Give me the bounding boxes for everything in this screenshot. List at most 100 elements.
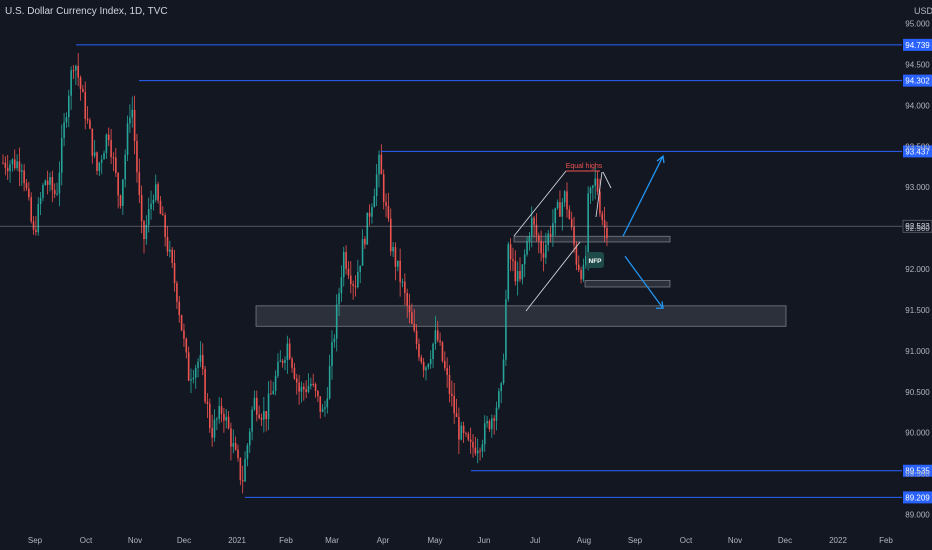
y-tick-label: 91.000 [905, 347, 930, 356]
candle-body [39, 197, 42, 204]
candle-body [185, 338, 188, 353]
candle-body [307, 385, 310, 392]
candle-body [93, 152, 96, 156]
candle-body [420, 357, 423, 363]
candle-body [117, 173, 119, 196]
candle-body [474, 447, 477, 454]
x-tick-label: Mar [325, 536, 339, 545]
candle-body [563, 191, 566, 203]
candle-body [312, 383, 314, 385]
candle-body [465, 433, 467, 435]
y-tick-label: 92.000 [905, 265, 930, 274]
candle-body [585, 256, 587, 265]
candle-body [444, 360, 446, 368]
candle-body [279, 360, 282, 362]
candle-body [340, 277, 343, 294]
candle-body [180, 315, 183, 331]
candle-body [237, 449, 239, 458]
candle-body [427, 364, 430, 368]
axes-layer: 95.000 94.500 94.000 93.500 93.000 92.500 92.0… [28, 20, 930, 546]
candle-body [488, 421, 491, 430]
candle-body [418, 343, 420, 358]
candle-body [476, 450, 479, 454]
candle-body [333, 338, 336, 343]
candle-body [375, 174, 378, 196]
candle-body [366, 212, 369, 245]
candle-body [122, 179, 124, 206]
candle-body [115, 157, 117, 174]
candle-body [154, 184, 157, 200]
candle-body [28, 188, 30, 198]
candle-body [352, 284, 354, 286]
candle-body [265, 411, 267, 419]
candle-body [103, 152, 105, 160]
candle-body [448, 374, 451, 394]
candle-body [354, 285, 357, 288]
candle-body [540, 240, 542, 254]
candle-body [554, 208, 557, 224]
candle-body [60, 138, 63, 173]
candle-body [133, 109, 136, 142]
candle-body [4, 162, 7, 168]
x-tick-label: Aug [577, 536, 591, 545]
candle-body [21, 170, 23, 172]
candle-body [401, 281, 404, 283]
candle-body [251, 409, 253, 432]
y-tick-label: 95.000 [905, 20, 930, 29]
arrow-down-head [656, 301, 664, 309]
candle-body [131, 109, 134, 118]
candle-body [371, 207, 373, 217]
zones-layer [255, 235, 787, 327]
candle-body [42, 185, 44, 198]
candle-body [23, 170, 25, 184]
candle-body [587, 193, 589, 257]
y-tick-label: 91.500 [905, 306, 930, 315]
candle-body [25, 183, 28, 189]
candle-body [274, 375, 277, 391]
candle-body [364, 238, 366, 245]
candle-body [79, 77, 82, 89]
level-label: 89.535 [905, 467, 930, 476]
candle-body [451, 393, 453, 396]
candle-body [187, 352, 190, 381]
candle-body [467, 433, 470, 440]
candle-body [13, 159, 16, 169]
candle-body [462, 425, 465, 434]
candle-body [46, 180, 49, 185]
candle-body [385, 201, 387, 206]
candle-body [542, 253, 545, 258]
candle-body [201, 355, 204, 369]
x-tick-label: 2022 [829, 536, 847, 545]
candle-body [328, 366, 331, 399]
nfp-badge [586, 251, 604, 268]
candle-body [523, 254, 526, 265]
equal-highs-label: Equal highs [566, 163, 603, 170]
level-label: 94.739 [905, 41, 930, 50]
candle-body [63, 122, 65, 139]
candle-body [507, 244, 510, 300]
candle-body [86, 118, 89, 121]
candle-body [9, 164, 11, 172]
candle-body [239, 457, 242, 481]
candle-body [300, 386, 303, 392]
candle-body [176, 283, 178, 302]
candle-body [291, 358, 293, 368]
level-label-bg [903, 491, 932, 504]
candle-body [246, 445, 249, 460]
candle-body [284, 360, 286, 363]
candle-body [124, 154, 126, 180]
x-tick-label: Feb [879, 536, 893, 545]
candle-body [32, 221, 35, 230]
candle-body [545, 244, 547, 258]
candle-body [37, 203, 40, 233]
candle-body [256, 397, 258, 415]
candle-body [425, 367, 427, 371]
candle-body [533, 217, 535, 225]
candle-body [197, 361, 199, 369]
candle-body [288, 343, 291, 359]
candle-body [129, 117, 131, 124]
x-tick-label: Dec [778, 536, 792, 545]
candle-body [253, 397, 256, 410]
candle-body [382, 174, 385, 202]
